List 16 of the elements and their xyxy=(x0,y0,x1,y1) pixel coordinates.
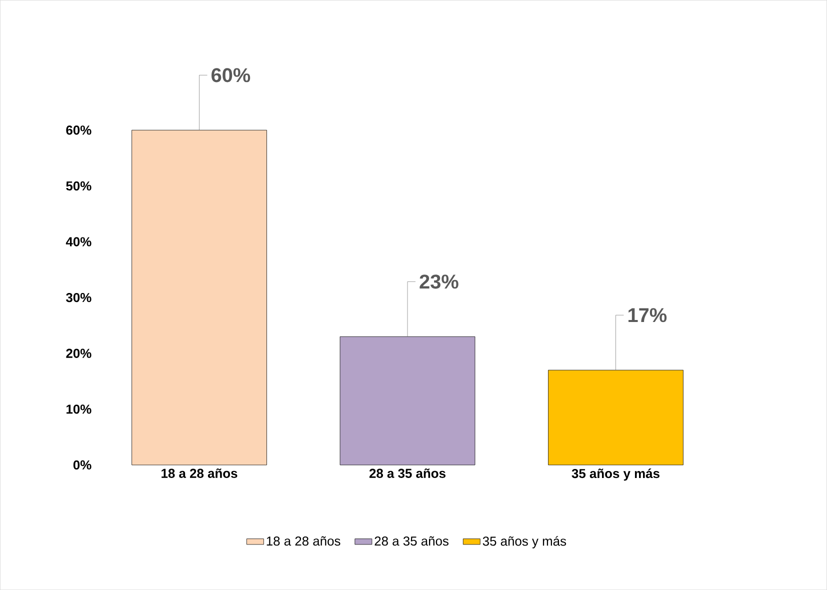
data-label: 60% xyxy=(212,68,250,82)
x-tick-label: 35 años y más xyxy=(572,468,660,481)
y-tick-label: 30% xyxy=(66,292,92,302)
data-label: 17% xyxy=(628,308,667,322)
legend-label: 28 a 35 años xyxy=(374,536,448,546)
y-tick-label: 40% xyxy=(66,237,92,246)
y-tick-label: 50% xyxy=(66,181,92,190)
x-tick-label: 18 a 28 años xyxy=(162,468,238,478)
y-tick-label: 60% xyxy=(66,126,92,135)
y-tick-label: 10% xyxy=(66,404,92,414)
legend-label: 35 años y más xyxy=(482,536,566,548)
y-tick-label: 20% xyxy=(66,348,92,358)
data-label: 23% xyxy=(420,274,458,289)
y-tick-label: 0% xyxy=(73,460,92,470)
x-tick-label: 28 a 35 años xyxy=(369,468,446,478)
legend-label: 18 a 28 años xyxy=(266,536,340,546)
